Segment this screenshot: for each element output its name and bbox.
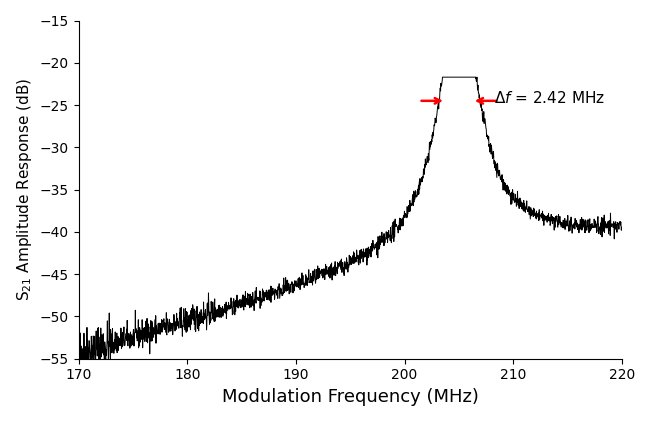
Text: $\Delta f$ = 2.42 MHz: $\Delta f$ = 2.42 MHz bbox=[493, 91, 604, 107]
X-axis label: Modulation Frequency (MHz): Modulation Frequency (MHz) bbox=[222, 388, 478, 406]
Y-axis label: S$_{21}$ Amplitude Response (dB): S$_{21}$ Amplitude Response (dB) bbox=[15, 78, 34, 301]
